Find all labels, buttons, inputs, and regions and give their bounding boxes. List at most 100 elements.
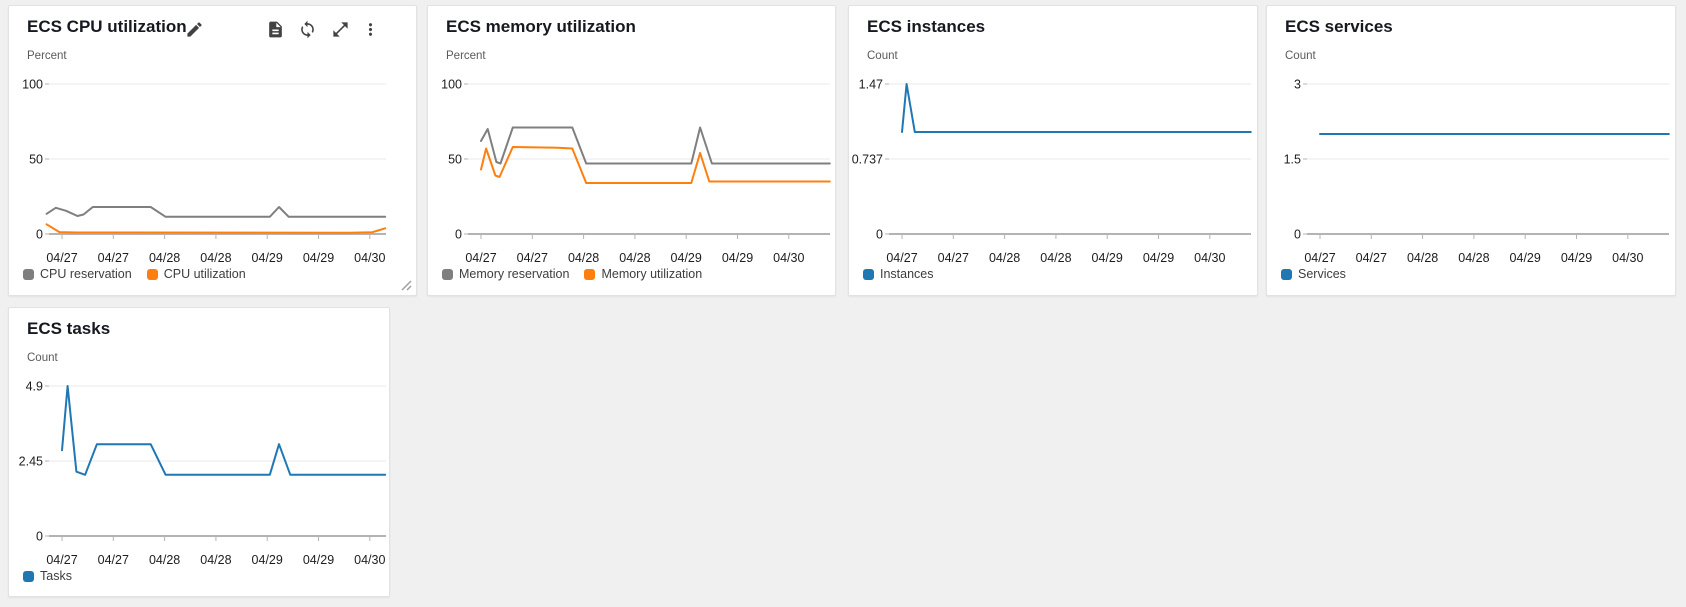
svg-text:04/28: 04/28 [568, 251, 599, 265]
svg-text:04/28: 04/28 [1407, 251, 1438, 265]
svg-text:04/29: 04/29 [1510, 251, 1541, 265]
svg-text:100: 100 [441, 78, 462, 92]
y-axis-unit-label: Percent [27, 50, 67, 62]
svg-text:04/27: 04/27 [98, 553, 129, 567]
svg-text:3: 3 [1294, 78, 1301, 92]
svg-text:04/27: 04/27 [938, 251, 969, 265]
svg-text:0: 0 [1294, 228, 1301, 242]
document-icon[interactable] [266, 20, 285, 39]
y-axis-unit-label: Count [1285, 50, 1316, 62]
legend-label: Memory reservation [459, 267, 570, 281]
legend-swatch [23, 268, 34, 280]
svg-text:04/29: 04/29 [671, 251, 702, 265]
svg-text:0: 0 [455, 228, 462, 242]
widget-ecs-memory-utilization: ECS memory utilization Percent 100 50 0 04/… [427, 5, 836, 296]
svg-text:04/28: 04/28 [619, 251, 650, 265]
legend-label: CPU utilization [163, 267, 246, 281]
chart-legend: Instances [863, 267, 934, 281]
svg-text:04/27: 04/27 [46, 251, 77, 265]
svg-text:04/27: 04/27 [465, 251, 496, 265]
legend-item[interactable]: Tasks [23, 569, 72, 583]
legend-swatch [1281, 268, 1292, 280]
legend-item[interactable]: CPU reservation [23, 267, 132, 281]
svg-text:04/30: 04/30 [1194, 251, 1225, 265]
svg-text:04/30: 04/30 [773, 251, 804, 265]
svg-text:0: 0 [876, 228, 883, 242]
svg-text:04/29: 04/29 [303, 553, 334, 567]
svg-text:04/29: 04/29 [1143, 251, 1174, 265]
svg-text:04/27: 04/27 [98, 251, 129, 265]
chart-legend: Tasks [23, 569, 72, 583]
svg-text:4.9: 4.9 [26, 380, 43, 394]
svg-text:0: 0 [36, 530, 43, 544]
svg-text:04/28: 04/28 [1458, 251, 1489, 265]
legend-item[interactable]: Memory utilization [584, 267, 702, 281]
svg-text:04/30: 04/30 [1612, 251, 1643, 265]
legend-label: Services [1298, 267, 1346, 281]
svg-text:0.737: 0.737 [852, 153, 883, 167]
widget-ecs-services: ECS services Count 3 1.5 0 04/27 04/27 04/28 0… [1266, 5, 1676, 296]
widget-ecs-instances: ECS instances Count 1.47 0.737 0 04/27 04/27… [848, 5, 1258, 296]
chart-legend: CPU reservation CPU utilization [23, 267, 246, 281]
svg-text:04/29: 04/29 [303, 251, 334, 265]
svg-text:04/30: 04/30 [354, 553, 385, 567]
svg-text:0: 0 [36, 228, 43, 242]
kebab-menu-icon[interactable] [361, 20, 380, 39]
widget-title: ECS tasks [27, 319, 111, 338]
legend-item[interactable]: Services [1281, 267, 1346, 281]
edit-icon[interactable] [185, 20, 204, 39]
svg-text:04/27: 04/27 [1304, 251, 1335, 265]
widget-ecs-cpu-utilization: ECS CPU utilization Percent 100 50 0 04/27 0… [8, 5, 417, 296]
widget-title: ECS memory utilization [446, 17, 636, 36]
svg-text:50: 50 [448, 153, 462, 167]
y-axis-unit-label: Count [867, 50, 898, 62]
svg-text:04/29: 04/29 [252, 553, 283, 567]
svg-text:04/27: 04/27 [886, 251, 917, 265]
legend-label: Memory utilization [601, 267, 703, 281]
svg-text:100: 100 [22, 78, 43, 92]
widget-title: ECS services [1285, 17, 1393, 36]
legend-swatch [863, 268, 874, 280]
legend-swatch [146, 268, 158, 280]
legend-swatch [584, 268, 596, 280]
svg-text:1.47: 1.47 [859, 78, 883, 92]
svg-text:04/28: 04/28 [200, 251, 231, 265]
svg-text:50: 50 [29, 153, 43, 167]
legend-label: CPU reservation [40, 267, 132, 281]
widget-ecs-tasks: ECS tasks Count 4.9 2.45 0 04/27 04/27 04/28 0… [8, 307, 390, 597]
widget-title: ECS instances [867, 17, 986, 36]
chart-legend: Memory reservation Memory utilization [442, 267, 702, 281]
svg-text:04/28: 04/28 [149, 251, 180, 265]
svg-text:04/28: 04/28 [200, 553, 231, 567]
legend-item[interactable]: Instances [863, 267, 934, 281]
refresh-icon[interactable] [298, 20, 317, 39]
svg-text:04/28: 04/28 [149, 553, 180, 567]
chart-legend: Services [1281, 267, 1346, 281]
legend-label: Tasks [40, 569, 72, 583]
resize-handle-icon[interactable] [399, 278, 413, 292]
legend-item[interactable]: CPU utilization [146, 267, 246, 281]
legend-item[interactable]: Memory reservation [442, 267, 569, 281]
svg-text:2.45: 2.45 [19, 455, 43, 469]
svg-text:1.5: 1.5 [1284, 153, 1301, 167]
svg-text:04/27: 04/27 [517, 251, 548, 265]
legend-swatch [23, 570, 34, 582]
y-axis-unit-label: Percent [446, 50, 486, 62]
svg-text:04/29: 04/29 [1092, 251, 1123, 265]
svg-text:04/28: 04/28 [989, 251, 1020, 265]
svg-text:04/29: 04/29 [722, 251, 753, 265]
svg-text:04/27: 04/27 [46, 553, 77, 567]
widget-title: ECS CPU utilization [27, 17, 187, 36]
svg-text:04/29: 04/29 [1561, 251, 1592, 265]
y-axis-unit-label: Count [27, 352, 58, 364]
legend-label: Instances [880, 267, 934, 281]
svg-text:04/30: 04/30 [354, 251, 385, 265]
expand-icon[interactable] [331, 20, 350, 39]
svg-text:04/27: 04/27 [1356, 251, 1387, 265]
